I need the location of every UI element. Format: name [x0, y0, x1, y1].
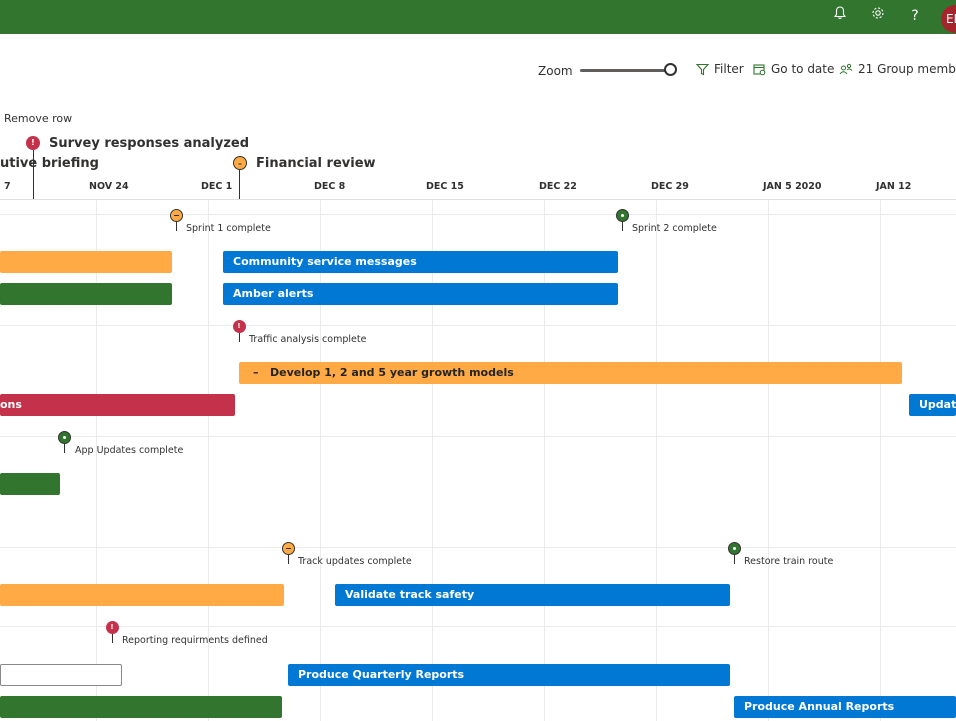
- date-tick: NOV 24: [89, 181, 129, 192]
- row-divider: [0, 325, 956, 326]
- reporting-requirements-label[interactable]: Reporting requirments defined: [122, 635, 268, 646]
- filter-label: Filter: [714, 62, 744, 76]
- sprint-2-milestone-icon[interactable]: [616, 209, 629, 222]
- milestone-stem: [734, 555, 735, 564]
- row-divider: [0, 214, 956, 215]
- briefing-milestone-label[interactable]: utive briefing: [0, 156, 99, 171]
- collapse-toggle[interactable]: –: [253, 366, 259, 379]
- validate-track-bar[interactable]: Validate track safety: [335, 584, 730, 606]
- grid-line: [320, 200, 321, 721]
- avatar[interactable]: EH: [941, 5, 956, 33]
- task-bar[interactable]: [0, 696, 282, 718]
- task-bar[interactable]: [0, 584, 284, 606]
- financial-review-line: [239, 170, 240, 200]
- go-to-date-label: Go to date: [771, 62, 835, 76]
- reporting-milestone-icon[interactable]: !: [106, 621, 119, 634]
- financial-review-label[interactable]: Financial review: [256, 156, 376, 171]
- grid-line: [544, 200, 545, 721]
- milestone-stem: [622, 222, 623, 231]
- zoom-slider-thumb[interactable]: [664, 63, 677, 76]
- group-members-button[interactable]: 21 Group members: [839, 62, 956, 76]
- grid-line: [768, 200, 769, 721]
- task-bar[interactable]: [0, 473, 60, 495]
- filter-button[interactable]: Filter: [696, 62, 744, 76]
- survey-milestone-line: [33, 150, 34, 200]
- grid-line: [656, 200, 657, 721]
- row-divider: [0, 436, 956, 437]
- calendar-icon: [753, 63, 766, 75]
- date-tick: DEC 8: [314, 181, 346, 192]
- remove-row-link[interactable]: Remove row: [4, 112, 73, 125]
- financial-review-icon[interactable]: –: [233, 156, 247, 170]
- task-bar-empty[interactable]: [0, 664, 122, 686]
- update-bar[interactable]: Update: [909, 394, 956, 416]
- sprint-1-milestone-icon[interactable]: [170, 209, 183, 222]
- milestone-stem: [239, 333, 240, 342]
- ons-bar[interactable]: ons: [0, 394, 235, 416]
- track-updates-milestone-icon[interactable]: [282, 542, 295, 555]
- grid-line: [432, 200, 433, 721]
- date-tick: DEC 1: [201, 181, 233, 192]
- date-tick: DEC 29: [651, 181, 689, 192]
- app-updates-milestone-icon[interactable]: [58, 431, 71, 444]
- row-divider: [0, 626, 956, 627]
- milestone-stem: [112, 634, 113, 643]
- zoom-label: Zoom: [538, 64, 573, 78]
- app-header-bar: ? EH: [0, 0, 956, 34]
- grid-line: [880, 200, 881, 721]
- milestone-stem: [176, 222, 177, 231]
- go-to-date-button[interactable]: Go to date: [753, 62, 834, 76]
- timeline-toolbar: Zoom Filter Go to date 21 Group members: [0, 56, 956, 84]
- traffic-analysis-label[interactable]: Traffic analysis complete: [249, 334, 367, 345]
- traffic-milestone-icon[interactable]: !: [233, 320, 246, 333]
- growth-models-label: Develop 1, 2 and 5 year growth models: [270, 366, 514, 379]
- date-tick: DEC 15: [426, 181, 464, 192]
- restore-train-milestone-icon[interactable]: [728, 542, 741, 555]
- grid-line: [96, 200, 97, 721]
- date-axis-line: [0, 199, 956, 200]
- restore-train-label[interactable]: Restore train route: [744, 556, 834, 567]
- amber-alerts-bar[interactable]: Amber alerts: [223, 283, 618, 305]
- sprint-2-label[interactable]: Sprint 2 complete: [632, 223, 717, 234]
- help-icon[interactable]: ?: [911, 8, 919, 24]
- filter-icon: [696, 63, 709, 75]
- date-tick: 7: [4, 181, 11, 192]
- bell-icon[interactable]: [830, 6, 850, 26]
- gear-icon[interactable]: [868, 6, 888, 26]
- survey-milestone-label[interactable]: Survey responses analyzed: [49, 136, 250, 151]
- quarterly-reports-bar[interactable]: Produce Quarterly Reports: [288, 664, 730, 686]
- sprint-1-label[interactable]: Sprint 1 complete: [186, 223, 271, 234]
- zoom-slider[interactable]: [580, 69, 670, 72]
- community-service-bar[interactable]: Community service messages: [223, 251, 618, 273]
- date-tick: JAN 5 2020: [763, 181, 822, 192]
- survey-milestone-icon[interactable]: !: [26, 136, 40, 150]
- annual-reports-bar[interactable]: Produce Annual Reports: [734, 696, 956, 718]
- task-bar[interactable]: [0, 283, 172, 305]
- date-tick: DEC 22: [539, 181, 577, 192]
- group-members-label: 21 Group members: [858, 62, 956, 76]
- date-tick: JAN 12: [876, 181, 912, 192]
- growth-models-bar[interactable]: – Develop 1, 2 and 5 year growth models: [239, 362, 902, 384]
- people-icon: [839, 63, 853, 74]
- task-bar[interactable]: [0, 251, 172, 273]
- track-updates-label[interactable]: Track updates complete: [298, 556, 412, 567]
- app-updates-label[interactable]: App Updates complete: [75, 445, 184, 456]
- milestone-stem: [288, 555, 289, 564]
- grid-line: [208, 200, 209, 721]
- row-divider: [0, 547, 956, 548]
- milestone-stem: [64, 444, 65, 453]
